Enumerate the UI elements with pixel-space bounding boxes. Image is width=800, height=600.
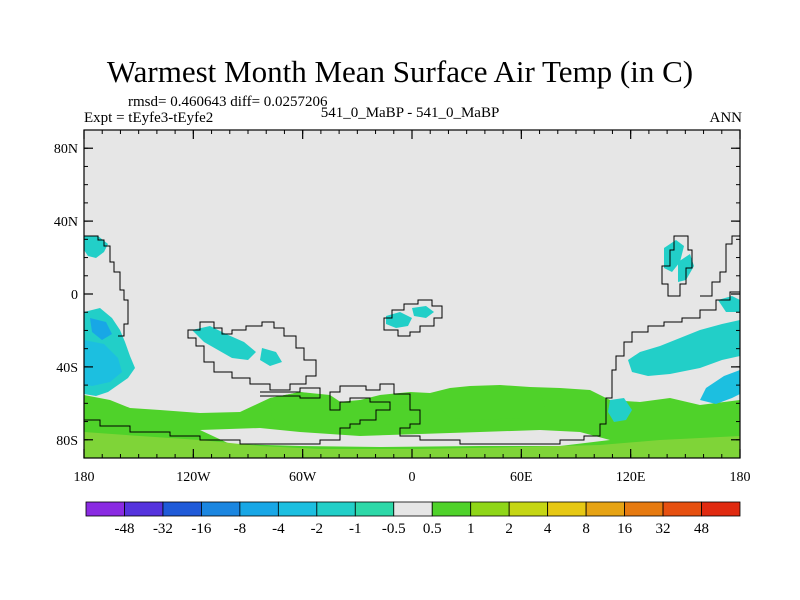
colorbar-swatch xyxy=(662,501,702,517)
colorbar-label: 1 xyxy=(467,521,475,537)
cyan-region-southeast-pacific xyxy=(84,340,122,386)
colorbar-label: -4 xyxy=(272,521,285,537)
coastline-south-america xyxy=(187,321,317,391)
colorbar-swatch xyxy=(316,501,356,517)
x-tick-label: 60W xyxy=(289,470,317,485)
colorbar-swatch xyxy=(547,501,587,517)
colorbar-label: 4 xyxy=(544,521,552,537)
period-label: 541_0_MaBP - 541_0_MaBP xyxy=(320,105,500,121)
colorbar: -48 -32 -16 -8 -4 -2 -1 -0.5 0.5 1 2 4 8 16 32 48 xyxy=(85,501,741,537)
x-tick-label: 180 xyxy=(74,470,95,485)
y-tick-label: 80N xyxy=(54,142,78,157)
coastline-africa xyxy=(383,299,443,337)
colorbar-label: 16 xyxy=(617,521,633,537)
colorbar-label: -8 xyxy=(234,521,247,537)
green-region-atlantic-sector xyxy=(270,392,335,428)
colorbar-swatch xyxy=(624,501,664,517)
colorbar-swatch xyxy=(162,501,202,517)
colorbar-label: 8 xyxy=(582,521,590,537)
y-tick-label: 40S xyxy=(56,361,78,376)
chart-title: Warmest Month Mean Surface Air Temp (in … xyxy=(106,54,694,89)
green-region-weddell xyxy=(338,400,430,425)
colorbar-swatch xyxy=(85,501,125,517)
x-tick-label: 180 xyxy=(730,470,751,485)
experiment-label: Expt = tEyfe3-tEyfe2 xyxy=(84,110,214,126)
coastline-southern-landmass xyxy=(260,387,321,399)
y-tick-label: 80S xyxy=(56,434,78,449)
x-tick-label: 120E xyxy=(616,470,646,485)
cyan-region-asia-coast xyxy=(664,240,684,272)
colorbar-label: -16 xyxy=(191,521,211,537)
colorbar-swatch xyxy=(124,501,164,517)
x-tick-label: 120W xyxy=(176,470,211,485)
colorbar-label: -32 xyxy=(153,521,173,537)
x-tick-label: 0 xyxy=(409,470,416,485)
colorbar-swatch xyxy=(393,501,433,517)
blue-region-east-pacific xyxy=(90,318,112,340)
coastline-japan xyxy=(661,235,693,297)
cyan-region-west-pacific-south xyxy=(700,370,740,404)
y-tick-label: 40N xyxy=(54,215,78,230)
coastline-antarctica xyxy=(84,291,740,445)
colorbar-swatch xyxy=(470,501,510,517)
colorbar-label: 0.5 xyxy=(423,521,442,537)
colorbar-label: -2 xyxy=(311,521,324,537)
colorbar-swatch xyxy=(508,501,549,517)
stats-label: rmsd= 0.460643 diff= 0.0257206 xyxy=(128,94,328,110)
colorbar-label: -48 xyxy=(114,521,134,537)
colorbar-label: 2 xyxy=(505,521,513,537)
colorbar-swatch xyxy=(701,501,741,517)
colorbar-swatch xyxy=(431,501,472,517)
colorbar-label: 32 xyxy=(656,521,671,537)
cyan-region-sa-patch xyxy=(260,348,282,366)
cyan-region-sa-coast xyxy=(192,326,256,360)
colorbar-swatch xyxy=(239,501,279,517)
axes: 180 120W 60W 0 60E 120E 180 80N 40N 0 40S 80S xyxy=(54,129,751,485)
colorbar-swatch xyxy=(585,501,625,517)
cyan-region-australia xyxy=(608,398,632,422)
cyan-region-west-pacific xyxy=(628,320,740,376)
cyan-region-north-pacific-east xyxy=(84,236,108,258)
colorbar-swatch xyxy=(354,501,395,517)
colorbar-label: -0.5 xyxy=(382,521,406,537)
coastlines xyxy=(84,235,740,445)
colorbar-swatch xyxy=(277,501,318,517)
season-label: ANN xyxy=(709,110,743,126)
coastline-asia xyxy=(700,235,740,297)
colorbar-label: -1 xyxy=(349,521,362,537)
colorbar-swatch xyxy=(201,501,241,517)
green-region-far-south xyxy=(84,432,740,458)
y-tick-label: 0 xyxy=(71,288,78,303)
cyan-region-africa-lake-2 xyxy=(412,306,434,318)
x-tick-label: 60E xyxy=(510,470,533,485)
colorbar-label: 48 xyxy=(694,521,709,537)
green-region-indian-sector xyxy=(440,388,545,420)
neutral-antarctic-shelf xyxy=(200,428,610,447)
coastline-north-america xyxy=(84,235,129,337)
